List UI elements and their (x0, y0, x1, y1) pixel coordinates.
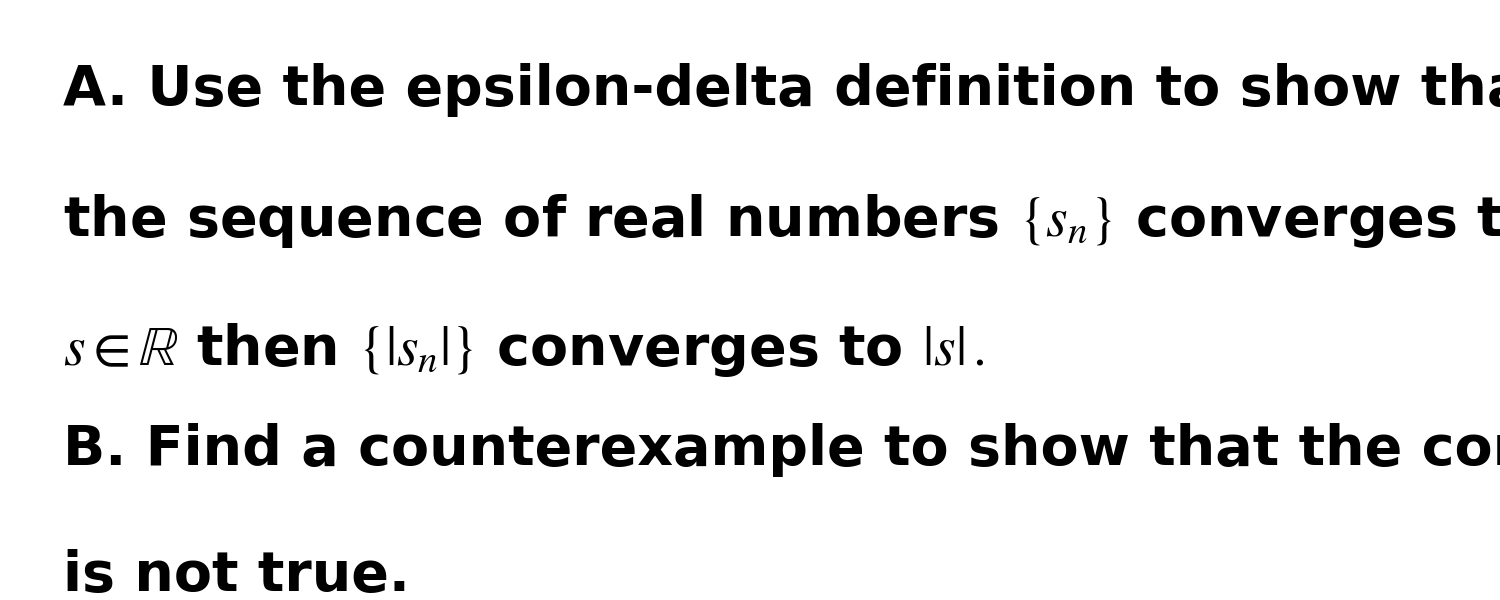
Text: is not true.: is not true. (63, 549, 410, 600)
Text: $s \in \mathbb{R}$ then $\{|s_n|\}$ converges to $|s|\,.$: $s \in \mathbb{R}$ then $\{|s_n|\}$ conv… (63, 321, 986, 379)
Text: B. Find a counterexample to show that the converse: B. Find a counterexample to show that th… (63, 423, 1500, 477)
Text: the sequence of real numbers $\{s_n\}$ converges to: the sequence of real numbers $\{s_n\}$ c… (63, 192, 1500, 250)
Text: A. Use the epsilon-delta definition to show that if: A. Use the epsilon-delta definition to s… (63, 63, 1500, 117)
